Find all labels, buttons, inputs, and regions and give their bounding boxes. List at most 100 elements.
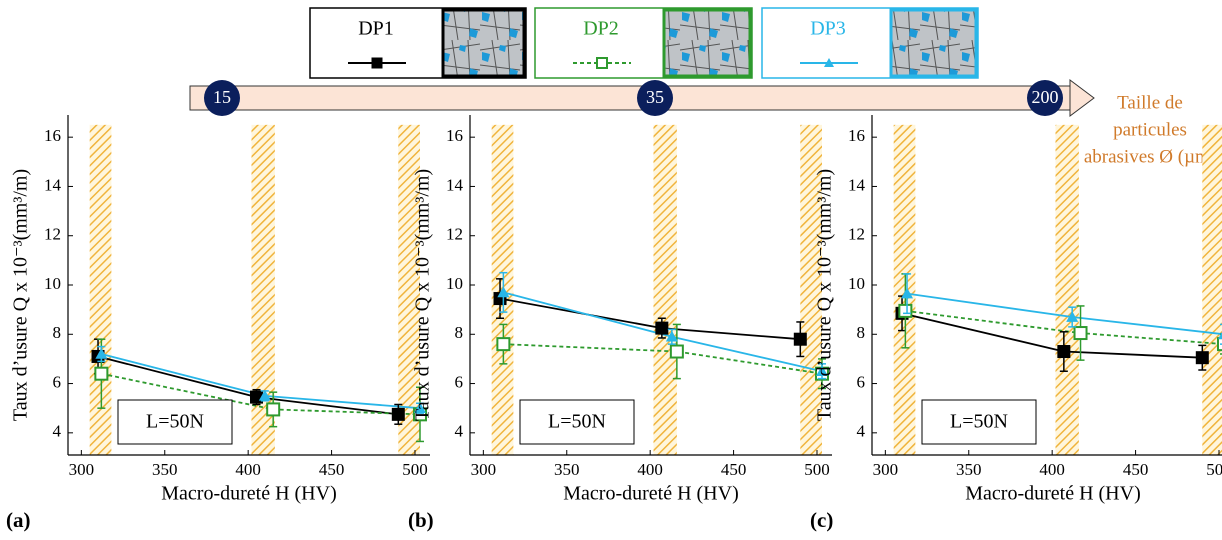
y-tick-label: 16 (446, 126, 463, 145)
size-circle (204, 80, 240, 116)
marker (1195, 351, 1209, 365)
x-tick-label: 450 (1123, 460, 1149, 479)
micrograph (889, 8, 978, 78)
x-axis-label: Macro-dureté H (HV) (563, 483, 738, 505)
y-tick-label: 16 (44, 126, 61, 145)
x-tick-label: 350 (152, 460, 178, 479)
hardness-band (251, 124, 275, 455)
y-tick-label: 12 (44, 225, 61, 244)
micrograph (662, 8, 752, 78)
marker (596, 57, 608, 69)
series-line (901, 312, 1203, 359)
y-tick-label: 12 (446, 225, 463, 244)
x-axis-label: Macro-dureté H (HV) (161, 483, 336, 505)
marker (95, 347, 108, 359)
marker (901, 287, 914, 299)
annotation-box (519, 399, 635, 445)
hardness-band (653, 124, 677, 455)
size-label: 35 (646, 87, 664, 107)
marker (250, 390, 264, 404)
y-tick-label: 6 (53, 372, 62, 391)
marker (94, 366, 109, 381)
y-tick-label: 6 (857, 372, 866, 391)
marker (497, 286, 510, 298)
y-axis-label: Taux d’usure Q x 10⁻³(mm³/m) (412, 169, 434, 421)
x-axis-label: Macro-dureté H (HV) (965, 483, 1140, 505)
micrograph (441, 8, 526, 78)
x-tick-label: 500 (1206, 460, 1222, 479)
y-axis-label: Taux d’usure Q x 10⁻³(mm³/m) (10, 169, 32, 421)
y-tick-label: 14 (446, 175, 464, 194)
y-axis-label: Taux d’usure Q x 10⁻³(mm³/m) (814, 169, 836, 421)
x-tick-label: 350 (554, 460, 580, 479)
y-tick-label: 8 (53, 323, 62, 342)
marker (1057, 345, 1071, 359)
y-tick-label: 10 (44, 274, 61, 293)
series-line (503, 343, 823, 375)
annotation: L=50N (950, 411, 1008, 433)
y-tick-label: 4 (857, 422, 866, 441)
y-tick-label: 6 (455, 372, 464, 391)
legend-label: DP1 (358, 18, 394, 40)
marker (655, 321, 669, 335)
panel-label: (c) (810, 508, 833, 532)
panel-label: (b) (408, 508, 434, 532)
annotation: L=50N (146, 411, 204, 433)
size-arrow (189, 85, 1071, 111)
y-tick-label: 10 (446, 274, 463, 293)
x-tick-label: 400 (1039, 460, 1065, 479)
marker (371, 57, 383, 69)
legend (309, 7, 979, 79)
size-label: 200 (1032, 87, 1059, 107)
marker (413, 402, 426, 413)
x-tick-label: 350 (956, 460, 982, 479)
marker (793, 332, 807, 346)
panel-label: (a) (6, 508, 31, 532)
y-tick-label: 12 (848, 225, 865, 244)
marker (258, 389, 271, 401)
x-tick-label: 500 (402, 460, 428, 479)
hardness-band (1202, 124, 1222, 455)
size-arrowhead (1069, 79, 1095, 117)
hardness-band (89, 124, 112, 455)
legend-label: DP3 (810, 18, 846, 40)
hardness-band (893, 124, 916, 455)
annotation-box (117, 399, 233, 445)
y-tick-label: 14 (848, 175, 866, 194)
marker (1066, 311, 1079, 322)
y-tick-label: 16 (848, 126, 865, 145)
size-circle (637, 80, 673, 116)
arrow-caption: particules (1113, 119, 1187, 140)
x-tick-label: 300 (69, 460, 95, 479)
marker (496, 337, 511, 352)
y-tick-label: 10 (848, 274, 865, 293)
y-tick-label: 8 (455, 323, 464, 342)
marker (898, 303, 913, 318)
x-tick-label: 300 (873, 460, 899, 479)
marker (815, 365, 828, 377)
hardness-band (1055, 124, 1079, 455)
marker (1073, 326, 1088, 341)
y-tick-label: 8 (857, 323, 866, 342)
hardness-band (398, 124, 420, 455)
size-circle (1027, 80, 1063, 116)
annotation-box (921, 399, 1037, 445)
arrow-caption: abrasives Ø (µm) (1084, 146, 1216, 167)
legend-label: DP2 (583, 18, 619, 40)
annotation: L=50N (548, 411, 606, 433)
marker (665, 330, 678, 342)
marker (669, 344, 684, 359)
y-tick-label: 4 (53, 422, 62, 441)
y-tick-label: 14 (44, 175, 62, 194)
x-tick-label: 450 (319, 460, 345, 479)
x-tick-label: 400 (235, 460, 261, 479)
marker (824, 58, 834, 67)
x-tick-label: 400 (637, 460, 663, 479)
x-tick-label: 300 (471, 460, 497, 479)
error-bar (1219, 323, 1222, 345)
x-tick-label: 450 (721, 460, 747, 479)
y-tick-label: 4 (455, 422, 464, 441)
marker (391, 407, 405, 421)
series-line (499, 297, 801, 341)
